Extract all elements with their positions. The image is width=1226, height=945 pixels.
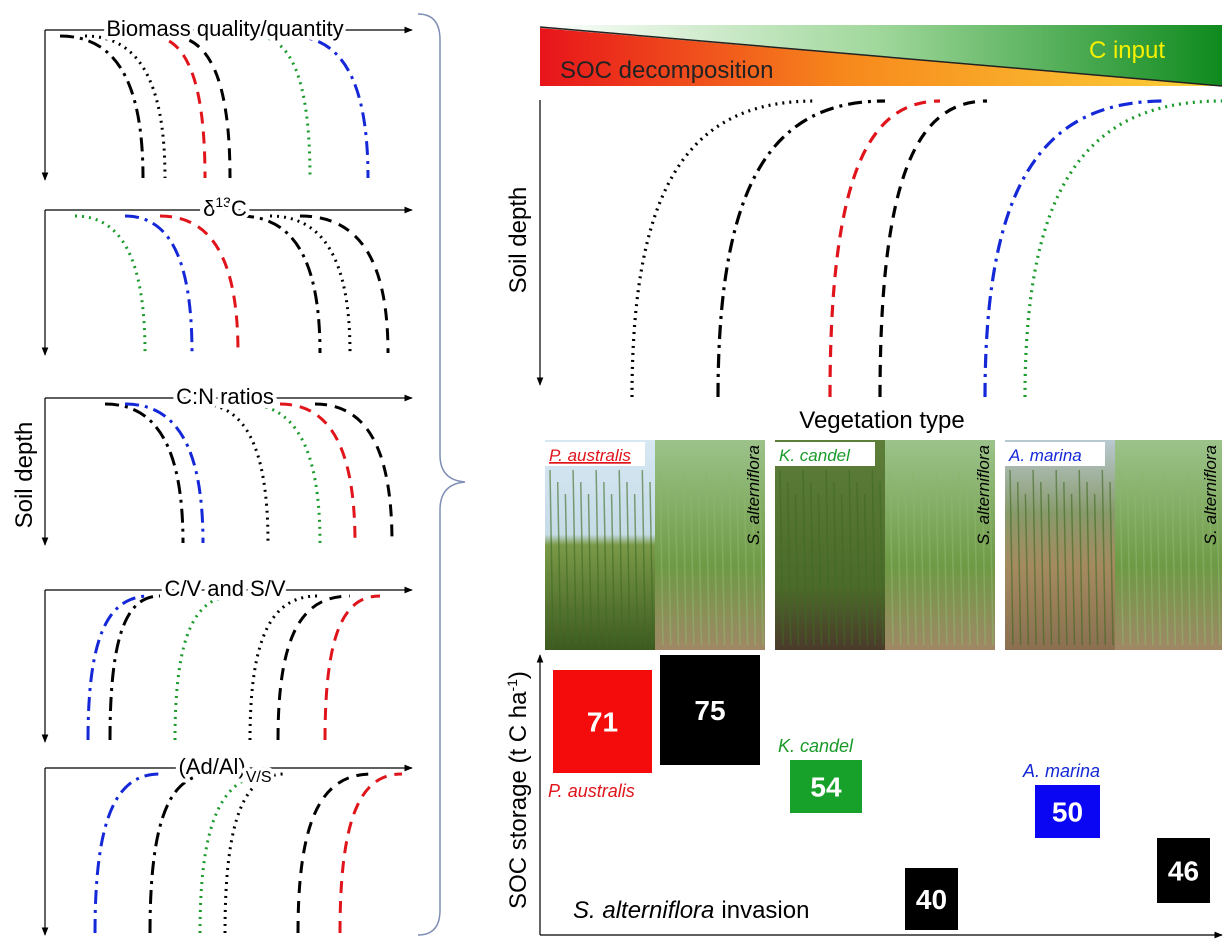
curve	[105, 404, 183, 543]
photo-label: A. marina	[1008, 446, 1082, 465]
panel-title: δ13C	[203, 194, 247, 221]
curve	[245, 404, 320, 543]
storage-value: 75	[694, 695, 725, 726]
curve	[88, 596, 150, 740]
curve	[880, 101, 987, 397]
panel-title: Biomass quality/quantity	[106, 16, 343, 41]
curve	[85, 36, 165, 178]
panel-title: C/V and S/V	[164, 576, 285, 601]
photo-label: K. candel	[779, 446, 851, 465]
curve	[280, 404, 355, 543]
storage-value: 54	[810, 772, 842, 803]
invasion-label: S. alterniflora invasion	[573, 897, 809, 924]
storage-box-label: P. australis	[548, 781, 635, 801]
curve	[160, 216, 238, 353]
panel-title-text: C:N ratios	[176, 384, 274, 409]
curve	[1025, 101, 1222, 397]
curve	[150, 774, 212, 933]
curve	[150, 36, 205, 178]
storage-value: 46	[1168, 856, 1199, 887]
panel-title: C:N ratios	[176, 384, 274, 409]
curve	[290, 36, 368, 178]
panel-title-sub: V/S	[246, 769, 272, 786]
panel-title-text: Biomass quality/quantity	[106, 16, 343, 41]
curve	[718, 101, 885, 397]
panel-title-sup: 13	[215, 194, 231, 210]
photo	[1005, 440, 1115, 650]
curve	[985, 101, 1165, 397]
photo	[545, 440, 655, 650]
storage-value: 50	[1052, 797, 1083, 828]
curve	[95, 774, 160, 933]
storage-box-label: K. candel	[778, 736, 854, 756]
curve	[278, 596, 350, 740]
curve	[315, 404, 392, 543]
storage-value: 71	[587, 707, 618, 738]
content: Biomass quality/quantity δ13C C:N ratios C/…	[11, 16, 1222, 935]
figure: Biomass quality/quantity δ13C C:N ratios C/…	[0, 0, 1226, 945]
curve	[125, 404, 203, 543]
curve	[340, 774, 402, 933]
curve	[200, 404, 268, 543]
decomposition-label: SOC decomposition	[560, 57, 773, 84]
storage-y-label-end: )	[505, 671, 532, 679]
photo	[775, 440, 885, 650]
left-y-label: Soil depth	[11, 422, 38, 529]
curve	[240, 216, 320, 353]
curve	[325, 596, 380, 740]
storage-y-label-text: SOC storage (t C ha	[505, 691, 532, 909]
invasion-species: S. alterniflora	[573, 897, 714, 924]
curve	[125, 216, 192, 353]
panel-title: (Ad/Al)V/S	[178, 754, 271, 786]
storage-y-label-sup: -1	[504, 679, 520, 692]
invasion-text: invasion	[721, 897, 809, 924]
photo-label: P. australis	[549, 446, 631, 465]
input-label: C input	[1089, 37, 1165, 64]
curve	[255, 36, 310, 178]
curve	[75, 216, 145, 353]
curve	[110, 596, 160, 740]
brace	[418, 14, 465, 935]
curve	[250, 596, 318, 740]
storage-value: 40	[916, 884, 947, 915]
curve	[175, 596, 235, 740]
depth-y-label: Soil depth	[505, 187, 532, 294]
photo-label: S. alterniflora	[1201, 445, 1220, 545]
photo-label: S. alterniflora	[974, 445, 993, 545]
photo-label: S. alterniflora	[744, 445, 763, 545]
curve	[60, 36, 143, 178]
curve	[170, 36, 230, 178]
curve	[298, 774, 372, 933]
curve	[225, 774, 285, 933]
panel-title-text: (Ad/Al)	[178, 754, 245, 779]
depth-x-label: Vegetation type	[799, 407, 964, 434]
curve	[632, 101, 815, 397]
curve	[270, 216, 350, 353]
panel-title-text: C/V and S/V	[164, 576, 285, 601]
storage-box-label: A. marina	[1022, 761, 1100, 781]
storage-y-label: SOC storage (t C ha-1)	[504, 671, 532, 909]
panel-title-text: δ	[203, 196, 215, 221]
curve	[830, 101, 940, 397]
curve	[200, 774, 272, 933]
panel-title-end: C	[231, 196, 247, 221]
